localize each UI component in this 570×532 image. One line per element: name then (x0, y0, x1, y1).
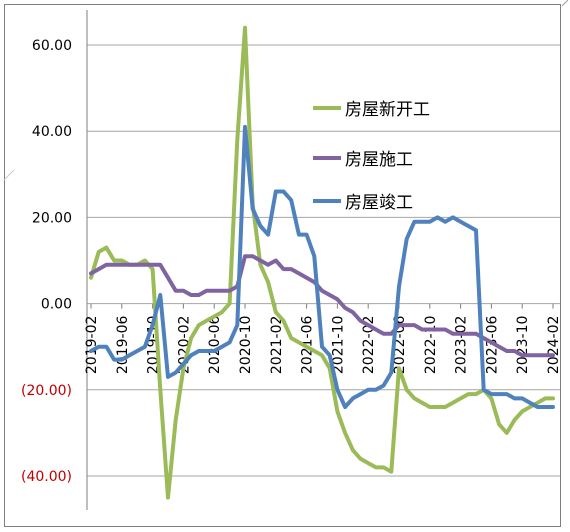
legend-label-series-1: 房屋新开工 (345, 100, 430, 120)
legend: 房屋新开工 房屋施工 房屋竣工 (313, 100, 430, 213)
x-tick-label: 2024-02 (546, 316, 562, 375)
y-tick-label: (40.00) (21, 469, 72, 485)
x-tick-label: 2021-02 (269, 316, 285, 375)
chart-border (4, 4, 561, 527)
series-line-2 (89, 254, 555, 358)
y-tick-label: (20.00) (21, 383, 72, 399)
x-tick-label: 2022-10 (423, 316, 439, 375)
x-tick-label: 2019-02 (84, 316, 100, 375)
series-line-1 (89, 25, 555, 500)
legend-label-series-2: 房屋施工 (345, 150, 413, 170)
edge-mark (3, 169, 15, 181)
y-tick-label: 0.00 (41, 297, 72, 313)
series-lines (89, 25, 555, 500)
y-tick-label: 20.00 (32, 210, 72, 226)
corner-mark (561, 0, 569, 7)
y-tick-label: 40.00 (32, 124, 72, 140)
y-tick-label: 60.00 (32, 38, 72, 54)
series-line-3 (89, 124, 555, 409)
x-tick-label: 2021-06 (300, 316, 316, 375)
x-tick-label: 2019-06 (115, 316, 131, 375)
x-tick-label: 2021-10 (330, 316, 346, 375)
x-tick-label: 2020-06 (207, 316, 223, 375)
x-axis-tick-labels: 2019-02 2019-06 2019-10 2020-02 2020-06 2020-… (84, 303, 562, 375)
x-tick-label: 2023-10 (515, 316, 531, 375)
x-tick-label: 2023-02 (454, 316, 470, 375)
legend-label-series-3: 房屋竣工 (345, 193, 413, 213)
y-axis-tick-labels: 60.00 40.00 20.00 0.00 (20.00) (40.00) (21, 38, 72, 485)
x-tick-label: 2020-10 (238, 316, 254, 375)
